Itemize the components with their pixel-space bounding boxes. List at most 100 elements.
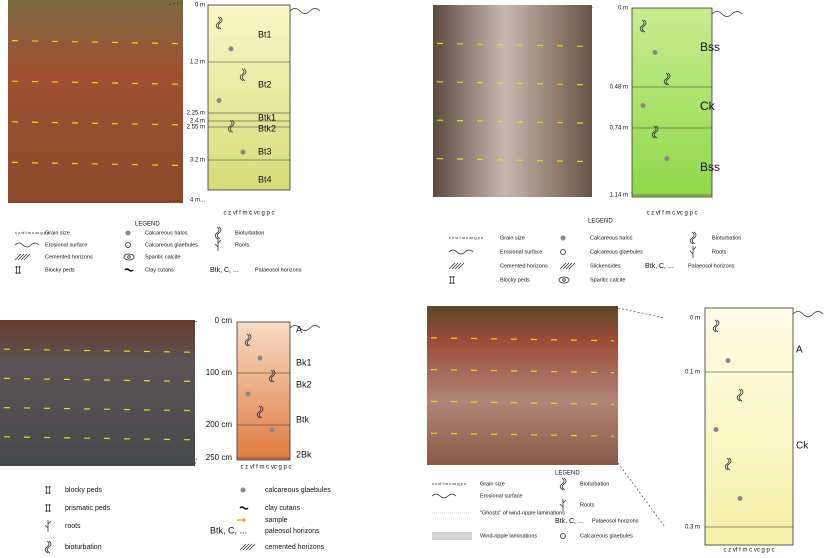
legend-label: Calcareous halos [145, 230, 188, 236]
depth-label: 0 cm [215, 316, 233, 325]
legend-label: Calcareous glaebules [590, 249, 643, 255]
legend-label: blocky peds [65, 487, 102, 494]
tilde [239, 506, 249, 510]
legend-icon [449, 276, 455, 284]
legend-icon [559, 262, 576, 270]
dot [240, 487, 246, 493]
horizon-label: Bt4 [258, 174, 272, 184]
legend-label: Erosional surface [45, 242, 88, 248]
horizon-label: Ck [796, 441, 809, 452]
dot [269, 427, 275, 433]
photo-marker [11, 161, 180, 166]
legend-icon [712, 319, 720, 333]
legend-icon [45, 486, 51, 494]
legend-icon: c z vf f m c vc g p c [15, 230, 49, 235]
horizon-label: A [796, 345, 803, 356]
hatch [565, 262, 573, 270]
sample [237, 517, 247, 523]
worm [268, 369, 276, 383]
grain-size-scale: c z vf f m c vc g p c [646, 211, 697, 217]
legend-label: Blocky peds [500, 277, 530, 283]
legend-icon [713, 427, 719, 432]
horizon-label: Btk2 [258, 123, 276, 133]
roots [559, 499, 567, 511]
legend-icon [14, 253, 31, 261]
legend-label: Erosional surface [500, 249, 543, 255]
dot [640, 103, 646, 108]
hatch [454, 262, 462, 270]
dot [125, 230, 131, 236]
grain-size-icon: c z vf f m c vc g p c [15, 230, 49, 235]
legend-icon [124, 268, 134, 272]
legend-icon [689, 231, 697, 245]
legend-label: Wind-ripple laminations [480, 533, 537, 539]
depth-label: 0.1 m [685, 370, 700, 376]
legend-symbol: Btk, C, ... [210, 525, 247, 535]
depth-label: 0.48 m [610, 85, 628, 91]
legend-icon [448, 249, 474, 255]
horizon-label: Bk1 [296, 357, 312, 367]
roots [689, 246, 697, 258]
legend-label: Bioturbation [235, 230, 264, 236]
legend-icon [256, 405, 264, 419]
legend-label: Grain size [500, 235, 525, 241]
depth-label: 0.74 m [610, 126, 628, 132]
legend-label: Calcareous halos [590, 235, 633, 241]
hatch [568, 262, 576, 270]
legend-label: Palaeosol horizons [592, 518, 639, 524]
worm [215, 16, 223, 30]
connector [194, 457, 198, 465]
grain-size-icon: c z vf f m c vc g p c [432, 481, 466, 486]
worm [639, 19, 647, 33]
legend-label: Slickensides [590, 263, 621, 269]
peds [449, 276, 455, 284]
hatch [23, 253, 31, 261]
legend-label: Palaeosol horizons [688, 263, 735, 269]
grain-size-scale: c z vf f m c vc g p c [723, 548, 774, 554]
worm [736, 388, 744, 402]
legend-icon [559, 499, 567, 511]
hatch [559, 262, 567, 270]
outcrop-photo [433, 5, 592, 197]
worm [651, 125, 659, 139]
horizon-label: Bss [700, 40, 720, 54]
photo-marker [11, 121, 180, 126]
top-erosion [289, 325, 321, 331]
photo-marker [436, 42, 589, 47]
depth-label: 2.25 m [187, 111, 205, 117]
legend-icon [431, 493, 457, 499]
legend-label: clay cutans [265, 505, 301, 512]
connector [167, 1, 184, 6]
legend-symbol: Btk, C, ... [210, 267, 239, 274]
legend-label: Calcareous glaebules [145, 242, 198, 248]
legend-icon [14, 242, 40, 248]
dot [560, 235, 566, 241]
circle [125, 242, 131, 248]
legend-label: Roots [235, 242, 250, 248]
wave [448, 249, 474, 255]
horizon-label: Bt3 [258, 146, 272, 156]
legend-label: Grain size [45, 230, 70, 236]
legend-label: prismatic peds [65, 505, 111, 512]
legend-label: bioturbation [65, 544, 102, 551]
legend-icon [244, 333, 252, 347]
worm [256, 405, 264, 419]
horizon-label: Ck [700, 99, 716, 113]
top-erosion [792, 311, 824, 317]
legend-label: Grain size [480, 481, 505, 487]
circle [560, 249, 566, 255]
connector [617, 307, 666, 319]
legend-icon [239, 506, 249, 510]
legend-label: Clay cutans [145, 267, 174, 273]
top-erosion [711, 11, 743, 17]
depth-label: 0 m [690, 316, 700, 322]
spar [123, 253, 135, 261]
horizon-label: A [296, 324, 302, 334]
connector [617, 462, 666, 528]
wave [431, 493, 457, 499]
soil-column [207, 4, 291, 191]
legend-icon [15, 266, 21, 274]
grain-size-icon: c z vf f m c vc g p c [449, 235, 483, 240]
dot [737, 496, 743, 501]
